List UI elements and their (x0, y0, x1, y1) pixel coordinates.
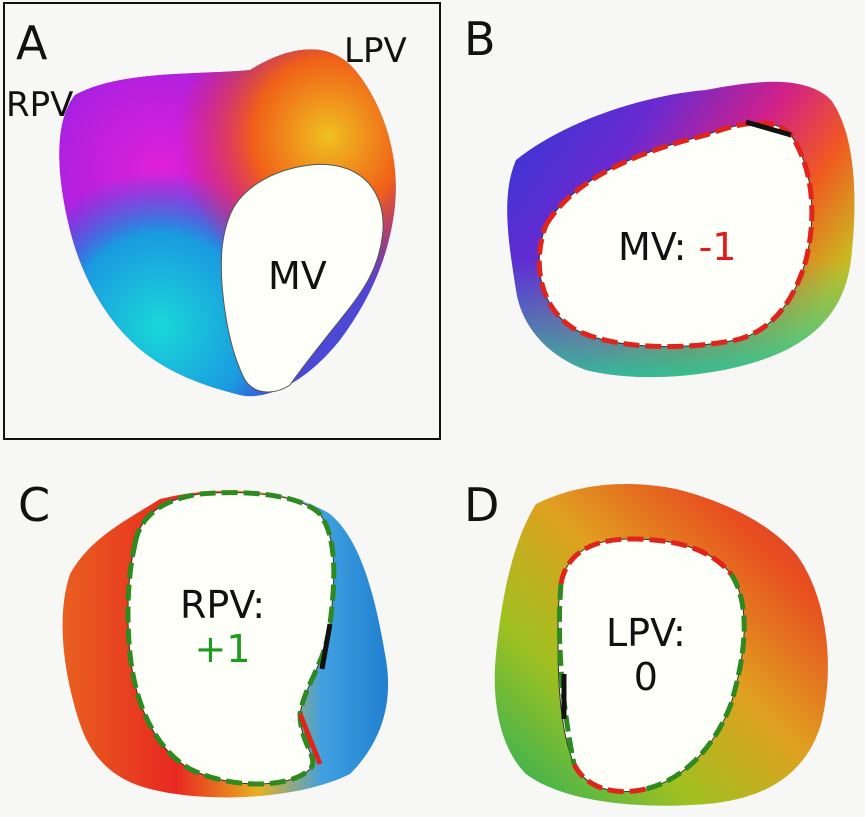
lpv-index-label: LPV: 0 (606, 611, 686, 699)
atrium-activation-map-c (62, 490, 389, 798)
panel-letter-b: B (464, 12, 496, 66)
atrium-activation-map-b (507, 81, 855, 378)
rpv-index-label: RPV: +1 (180, 583, 266, 671)
mv-ring-name: MV: (618, 225, 687, 269)
line-of-block (745, 119, 792, 138)
activation-arrow-loop (536, 120, 815, 350)
mv-index-label: MV: -1 (618, 225, 737, 270)
arrow-left (556, 583, 577, 765)
atrium-activation-map-d (494, 484, 828, 806)
lpv-ring-name: LPV: (606, 611, 686, 655)
lpv-label: LPV (344, 31, 407, 71)
panel-a-frame (3, 2, 441, 440)
panel-letter-a: A (16, 16, 48, 70)
red-arrow-segment (297, 713, 323, 765)
panel-c: C RPV: +1 (0, 444, 446, 817)
mv-index-value: -1 (698, 225, 737, 269)
rpv-ring-name: RPV: (180, 583, 266, 627)
panel-letter-c: C (18, 478, 51, 532)
mitral-valve-opening (220, 163, 384, 393)
arrow-right (645, 572, 747, 792)
rpv-index-value: +1 (194, 626, 251, 671)
lpv-index-value: 0 (633, 654, 658, 699)
panel-letter-d: D (464, 478, 500, 532)
atrium-activation-map-a (59, 49, 396, 397)
panel-a: A RPV LPV MV (0, 0, 446, 444)
line-of-block (319, 623, 333, 670)
panel-b: B MV: -1 (446, 0, 865, 444)
rpv-label: RPV (6, 85, 74, 125)
mv-label: MV (268, 254, 327, 298)
arrow-bottom (571, 762, 647, 794)
arrow-top (558, 536, 733, 585)
panel-d: D LPV: 0 (446, 444, 865, 817)
